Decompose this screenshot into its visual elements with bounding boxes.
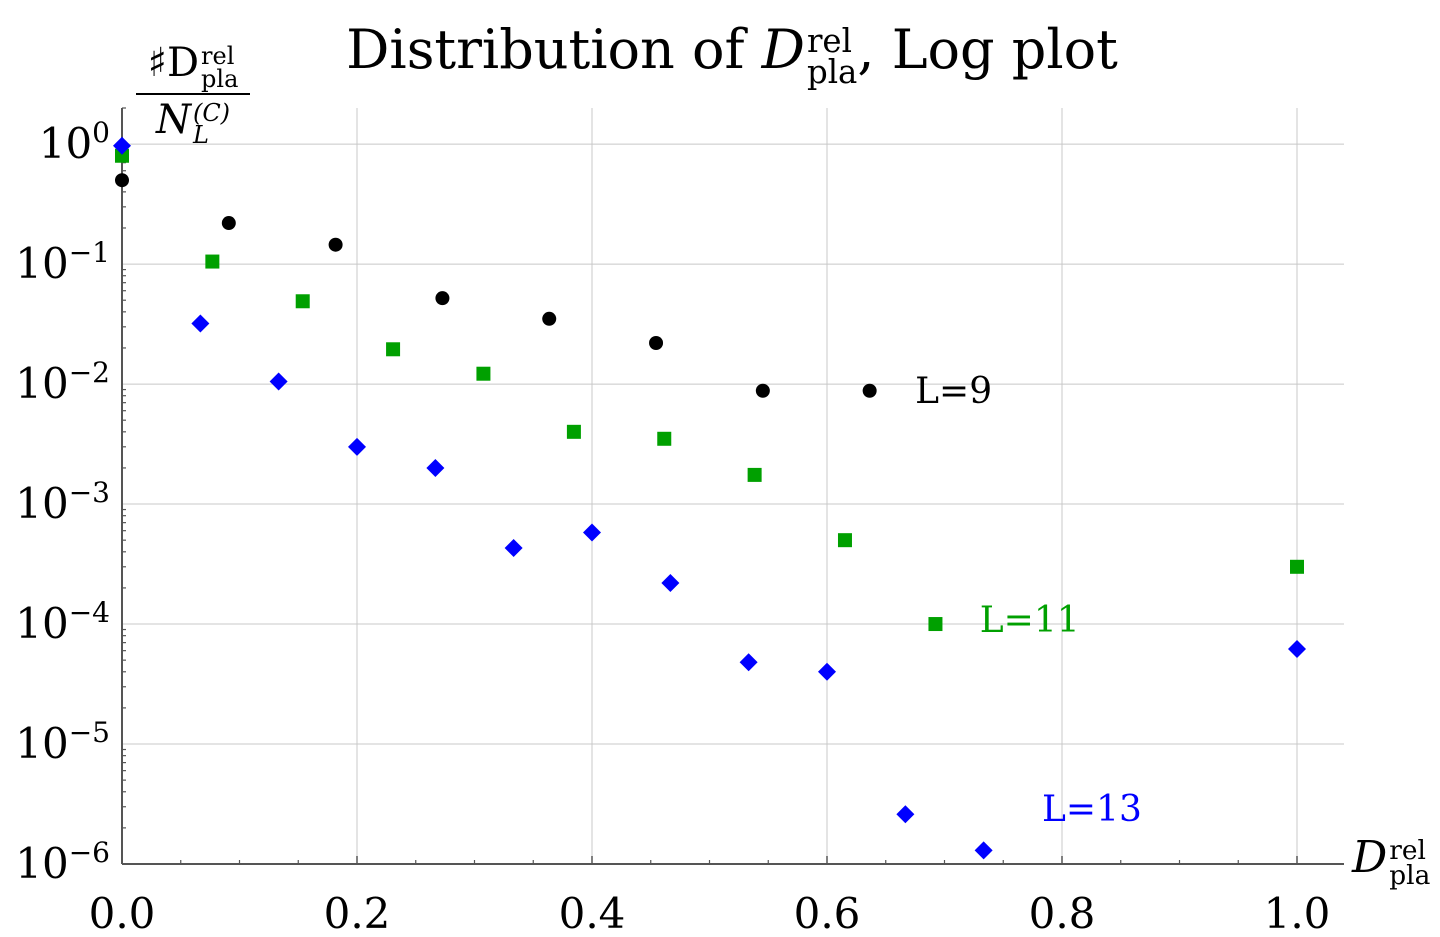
- x-tick-label: 0.8: [1029, 889, 1096, 937]
- x-tick-label: 0.2: [324, 889, 391, 937]
- point-circle: [542, 311, 557, 326]
- point-diamond: [191, 314, 210, 333]
- point-square: [566, 424, 581, 439]
- point-diamond: [818, 662, 836, 681]
- point-square: [1290, 559, 1304, 574]
- y-tick-label: 10−6: [15, 836, 110, 888]
- data-points: [113, 136, 1306, 860]
- point-diamond: [583, 523, 601, 542]
- x-tick-label: 0.4: [559, 889, 626, 937]
- y-axis-label-denominator: N (C) L: [136, 97, 250, 148]
- point-circle: [435, 291, 450, 306]
- point-circle: [221, 216, 236, 231]
- y-tick-label: 10−2: [15, 356, 110, 408]
- chart-title-symbol: D: [761, 18, 805, 81]
- point-square: [476, 366, 491, 381]
- y-axis-label-den-sub: L: [192, 121, 209, 150]
- y-tick-label: 100: [39, 116, 110, 168]
- y-axis-label-num-indices: rel pla: [201, 42, 239, 93]
- point-diamond: [113, 136, 131, 155]
- x-axis-label-symbol: D: [1352, 832, 1388, 883]
- axes: [121, 107, 1344, 865]
- chart-title-indices: rel pla: [806, 21, 858, 91]
- y-axis-label-den-indices: (C) L: [192, 98, 231, 150]
- point-square: [115, 148, 129, 163]
- point-diamond: [661, 573, 680, 592]
- y-axis-label-den-symbol: N: [155, 96, 191, 143]
- chart-title-text: Distribution of: [346, 18, 745, 81]
- point-square: [837, 533, 852, 548]
- y-tick-label: 10−3: [15, 476, 110, 528]
- point-square: [928, 617, 943, 632]
- x-axis-label-indices: rel pla: [1389, 834, 1431, 891]
- point-diamond: [896, 805, 915, 824]
- series-label: L=13: [1042, 789, 1142, 831]
- y-tick-label: 10−4: [15, 596, 110, 648]
- point-square: [205, 254, 220, 269]
- point-diamond: [426, 458, 445, 477]
- series-label: L=11: [979, 600, 1080, 642]
- x-tick-label: 1.0: [1264, 889, 1331, 937]
- point-diamond: [739, 653, 758, 672]
- point-square: [747, 467, 762, 482]
- x-tick-label: 0.0: [89, 889, 156, 937]
- point-square: [657, 431, 672, 446]
- y-axis-label-num-sup: rel: [201, 42, 235, 70]
- series-label: L=9: [915, 371, 993, 413]
- chart-title-suffix: , Log plot: [857, 18, 1118, 81]
- point-circle: [649, 335, 664, 350]
- x-tick-label: 0.6: [794, 889, 861, 937]
- y-axis-label-num-prefix: ♯D: [147, 40, 200, 86]
- point-diamond: [269, 372, 288, 391]
- point-diamond: [348, 437, 366, 456]
- point-diamond: [974, 841, 993, 860]
- point-square: [295, 294, 310, 309]
- x-axis-label-sup: rel: [1389, 834, 1426, 866]
- y-axis-label-numerator: ♯D rel pla: [136, 40, 250, 95]
- point-circle: [862, 383, 877, 398]
- grid-lines: [121, 108, 1344, 865]
- point-circle: [328, 237, 343, 252]
- point-diamond: [1288, 639, 1306, 658]
- point-circle: [755, 383, 770, 398]
- y-axis-label-den-sup: (C): [192, 98, 231, 127]
- y-tick-label: 10−5: [15, 716, 110, 768]
- tick-labels: 0.0 0.2 0.4 0.6 0.8 1.0 100 10−1 10−2 10−3 10−4 10−…: [15, 116, 1330, 937]
- point-square: [386, 342, 401, 357]
- chart-title-sub: pla: [806, 52, 858, 91]
- y-axis-label: ♯D rel pla N (C) L: [136, 40, 250, 147]
- point-circle: [115, 173, 129, 188]
- y-axis-label-num-sub: pla: [201, 64, 239, 93]
- y-tick-label: 10−1: [15, 236, 110, 288]
- point-diamond: [504, 539, 523, 558]
- x-axis-label-sub: pla: [1389, 859, 1431, 891]
- chart-title-sup: rel: [806, 21, 852, 60]
